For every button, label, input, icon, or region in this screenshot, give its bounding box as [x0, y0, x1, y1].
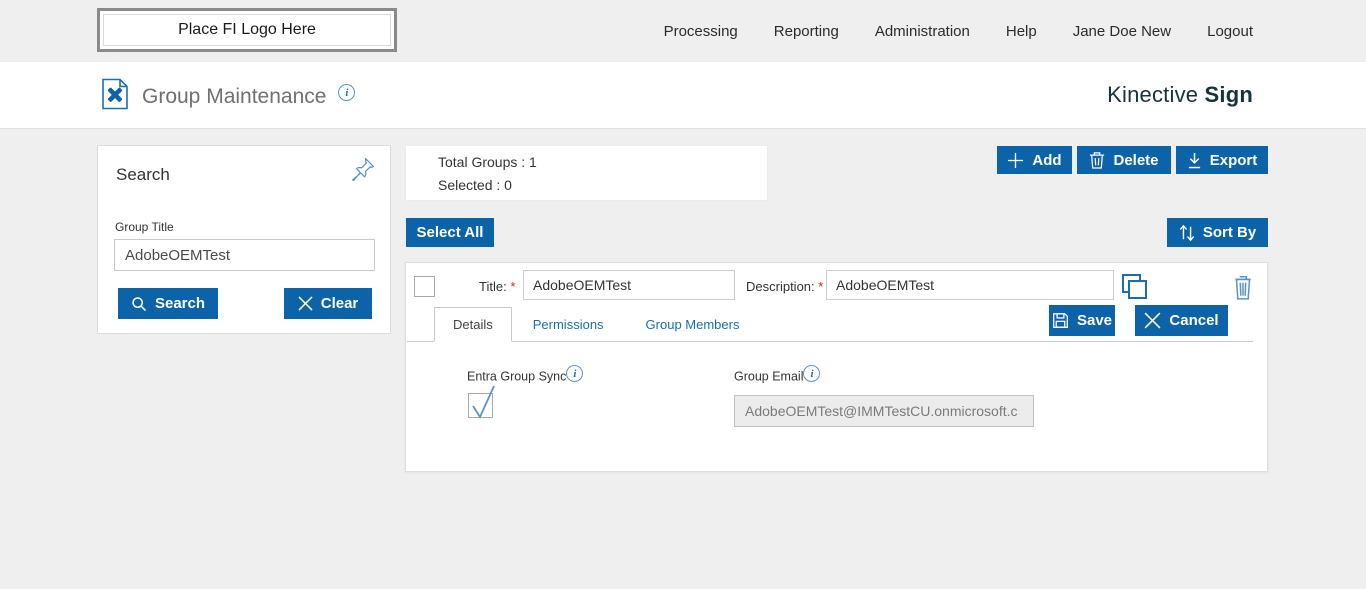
- nav-administration[interactable]: Administration: [874, 22, 970, 40]
- group-title-label: Group Title: [115, 220, 174, 234]
- nav-logout[interactable]: Logout: [1207, 22, 1253, 40]
- brand-bold: Sign: [1204, 82, 1253, 107]
- select-all-button[interactable]: Select All: [406, 218, 494, 247]
- description-input[interactable]: [826, 270, 1114, 300]
- page-title: Group Maintenance: [142, 84, 327, 108]
- group-maintenance-icon: [100, 78, 130, 115]
- total-groups-count: Total Groups : 1: [438, 154, 537, 170]
- brand-logo: Kinective Sign: [1107, 82, 1253, 108]
- search-panel-title: Search: [116, 165, 170, 184]
- search-button[interactable]: Search: [118, 288, 218, 319]
- top-navigation: Processing Reporting Administration Help…: [664, 0, 1253, 62]
- tab-details[interactable]: Details: [434, 307, 512, 342]
- required-marker: *: [510, 279, 516, 294]
- summary-panel: Total Groups : 1 Selected : 0: [405, 145, 768, 201]
- title-input[interactable]: [523, 270, 735, 300]
- add-button[interactable]: Add: [997, 146, 1072, 174]
- nav-help[interactable]: Help: [1005, 22, 1037, 40]
- delete-button[interactable]: Delete: [1077, 146, 1171, 174]
- description-label: Description: *: [746, 279, 824, 294]
- group-email-label: Group Email i: [734, 365, 821, 386]
- nav-processing[interactable]: Processing: [663, 22, 738, 40]
- entra-sync-checkbox[interactable]: [468, 385, 495, 419]
- entra-sync-info-icon[interactable]: i: [566, 365, 584, 382]
- page-header: Group Maintenance i Kinective Sign: [0, 62, 1366, 129]
- group-email-input: [734, 395, 1034, 427]
- brand-regular: Kinective: [1107, 82, 1199, 107]
- fi-logo-text: Place FI Logo Here: [178, 21, 316, 38]
- search-panel: Search Group Title Search Clear: [97, 145, 391, 334]
- title-label: Title: *: [479, 279, 516, 294]
- page-title-info-icon[interactable]: i: [338, 84, 356, 101]
- group-title-input[interactable]: [114, 239, 375, 271]
- tab-permissions[interactable]: Permissions: [532, 317, 604, 332]
- tab-group-members[interactable]: Group Members: [645, 317, 740, 332]
- nav-reporting[interactable]: Reporting: [773, 22, 839, 40]
- sort-by-button[interactable]: Sort By: [1167, 218, 1268, 247]
- group-email-info-icon[interactable]: i: [803, 365, 821, 382]
- export-button[interactable]: Export: [1176, 146, 1268, 174]
- entra-group-sync-label: Entra Group Sync i: [467, 365, 584, 386]
- group-tabs: Details Permissions Group Members: [407, 307, 1253, 342]
- group-row-checkbox[interactable]: [414, 276, 435, 297]
- copy-icon[interactable]: [1121, 273, 1149, 301]
- fi-logo-placeholder: Place FI Logo Here: [97, 8, 397, 52]
- selected-count: Selected : 0: [438, 177, 512, 193]
- cancel-button[interactable]: Cancel: [1135, 305, 1228, 336]
- save-button[interactable]: Save: [1049, 305, 1115, 336]
- top-bar: Place FI Logo Here Processing Reporting …: [0, 0, 1366, 62]
- group-row: Title: * Description: * Details Permissi…: [405, 262, 1268, 472]
- row-delete-icon[interactable]: [1232, 274, 1254, 300]
- nav-user-name[interactable]: Jane Doe New: [1072, 22, 1172, 40]
- clear-button[interactable]: Clear: [284, 288, 372, 319]
- pin-icon[interactable]: [350, 156, 376, 182]
